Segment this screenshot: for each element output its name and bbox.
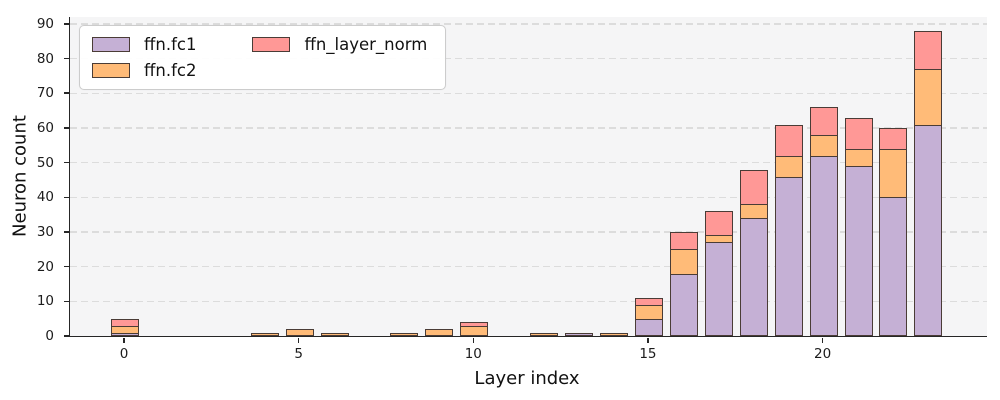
bar-segment-ffn-layer-norm <box>879 127 908 150</box>
bar-segment-ffn-fc2 <box>704 235 733 244</box>
bar-segment-ffn-layer-norm <box>774 124 803 157</box>
y-tick-mark <box>64 23 69 25</box>
bar-segment-ffn-fc1 <box>774 176 803 336</box>
bar-segment-ffn-fc1 <box>669 273 698 336</box>
legend-swatch-icon <box>92 37 130 52</box>
y-axis-label: Neuron count <box>9 115 31 237</box>
y-tick-mark <box>64 196 69 199</box>
y-axis-tick-label: 30 <box>36 223 54 240</box>
bar-segment-ffn-fc2 <box>739 204 768 220</box>
y-axis-tick-label: 60 <box>36 119 54 136</box>
x-axis-tick-label: 15 <box>639 346 657 362</box>
y-axis-tick-label: 70 <box>36 85 54 102</box>
gridline <box>70 161 987 164</box>
gridline <box>70 23 987 25</box>
bar-segment-ffn-fc1 <box>704 242 733 336</box>
x-axis-tick-label: 5 <box>294 346 303 362</box>
gridline <box>70 300 987 303</box>
bar-segment-ffn-fc1 <box>739 218 768 336</box>
bar-segment-ffn-layer-norm <box>844 117 873 150</box>
y-tick-mark <box>64 231 69 233</box>
bar-segment-ffn-fc2 <box>390 332 419 336</box>
gridline <box>70 127 987 129</box>
bar-segment-ffn-fc2 <box>460 325 489 336</box>
bar-segment-ffn-fc2 <box>844 148 873 168</box>
bar-segment-ffn-layer-norm <box>111 318 139 327</box>
y-axis-tick-label: 20 <box>36 258 54 275</box>
bar-segment-ffn-fc2 <box>425 329 454 336</box>
x-tick-mark <box>297 338 300 343</box>
x-axis-tick-label: 20 <box>814 346 832 362</box>
bar-segment-ffn-fc1 <box>879 197 908 336</box>
legend-item: ffn.fc1 <box>92 35 196 54</box>
bar-segment-ffn-fc1 <box>809 155 838 336</box>
legend-label: ffn.fc1 <box>144 35 197 54</box>
legend-label: ffn.fc2 <box>144 61 197 80</box>
bar-segment-ffn-layer-norm <box>914 30 943 71</box>
bar-segment-ffn-fc2 <box>530 332 559 336</box>
x-axis-tick-label: 0 <box>119 346 129 362</box>
gridline <box>70 265 987 268</box>
bar-segment-ffn-fc1 <box>844 166 873 336</box>
y-tick-mark <box>64 265 69 268</box>
bar-segment-ffn-fc2 <box>669 249 698 275</box>
bar-segment-ffn-fc2 <box>774 155 803 178</box>
bar-segment-ffn-fc1 <box>565 332 594 336</box>
y-tick-mark <box>64 57 69 60</box>
bar-segment-ffn-layer-norm <box>669 232 698 251</box>
bar-segment-ffn-layer-norm <box>739 169 768 206</box>
bar-segment-ffn-fc2 <box>285 329 314 336</box>
bar-segment-ffn-layer-norm <box>460 322 489 327</box>
bar-segment-ffn-layer-norm <box>704 211 733 237</box>
bar-segment-ffn-fc2 <box>320 332 349 336</box>
bar-segment-ffn-layer-norm <box>634 297 663 306</box>
gridline <box>70 196 987 198</box>
bar-segment-ffn-fc1 <box>634 318 663 336</box>
y-tick-mark <box>64 335 69 337</box>
legend-label: ffn_layer_norm <box>304 35 428 54</box>
bar-segment-ffn-fc2 <box>111 325 139 334</box>
y-axis-tick-label: 90 <box>36 15 54 32</box>
x-tick-mark <box>472 338 475 343</box>
y-tick-mark <box>64 161 69 164</box>
y-axis-tick-label: 0 <box>45 328 54 344</box>
bar-segment-ffn-fc2 <box>809 134 838 157</box>
bar-segment-ffn-fc1 <box>914 124 943 336</box>
x-tick-mark <box>821 338 824 343</box>
y-tick-mark <box>64 300 69 303</box>
bar-segment-ffn-layer-norm <box>809 107 838 136</box>
bar-segment-ffn-fc2 <box>634 304 663 320</box>
legend: ffn.fc1 ffn.fc2 ffn_layer_norm <box>79 25 447 90</box>
gridline <box>70 57 987 60</box>
y-tick-mark <box>64 92 69 95</box>
y-tick-mark <box>64 127 69 129</box>
x-axis-label: Layer index <box>474 368 580 389</box>
plot-area <box>69 17 987 337</box>
y-axis-tick-label: 80 <box>36 50 54 67</box>
y-axis-tick-label: 40 <box>36 189 54 206</box>
legend-item: ffn_layer_norm <box>252 35 427 54</box>
legend-swatch-icon <box>92 63 130 78</box>
y-axis-tick-label: 10 <box>36 293 54 310</box>
legend-item: ffn.fc2 <box>92 61 196 80</box>
x-tick-mark <box>123 338 125 343</box>
gridline <box>70 231 987 233</box>
x-axis-tick-label: 10 <box>464 346 482 362</box>
bar-segment-ffn-fc2 <box>914 69 943 126</box>
gridline <box>70 92 987 94</box>
x-tick-mark <box>647 338 649 343</box>
legend-swatch-icon <box>252 37 291 52</box>
bar-segment-ffn-fc2 <box>879 148 908 199</box>
y-axis-tick-label: 50 <box>36 154 54 171</box>
bar-segment-ffn-fc2 <box>250 332 279 336</box>
bar-segment-ffn-fc2 <box>600 332 629 336</box>
